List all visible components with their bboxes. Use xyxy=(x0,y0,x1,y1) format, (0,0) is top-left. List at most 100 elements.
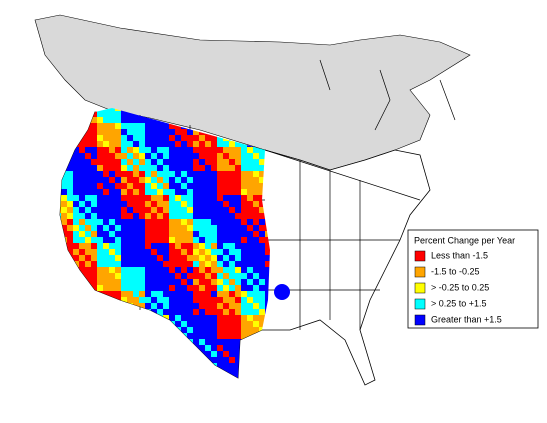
change-cell xyxy=(223,315,229,321)
change-cell xyxy=(259,309,265,315)
change-cell xyxy=(193,189,199,195)
change-cell xyxy=(217,357,223,363)
change-cell xyxy=(205,207,211,213)
change-cell xyxy=(60,108,61,111)
change-cell xyxy=(151,363,157,369)
change-cell xyxy=(139,237,145,243)
change-cell xyxy=(157,261,163,267)
change-cell xyxy=(151,315,157,321)
change-cell xyxy=(79,321,85,327)
change-cell xyxy=(97,363,103,369)
change-cell xyxy=(205,171,211,177)
change-cell xyxy=(259,213,265,219)
change-cell xyxy=(175,147,181,153)
change-cell xyxy=(247,225,253,231)
change-cell xyxy=(187,285,193,291)
change-cell xyxy=(127,123,133,129)
change-cell xyxy=(103,321,109,327)
change-cell xyxy=(73,183,79,189)
change-cell xyxy=(127,375,133,378)
change-cell xyxy=(187,153,193,159)
change-cell xyxy=(253,285,259,291)
change-cell xyxy=(60,111,61,117)
change-cell xyxy=(73,309,79,315)
change-cell xyxy=(175,231,181,237)
change-cell xyxy=(97,303,103,309)
change-cell xyxy=(109,219,115,225)
change-cell xyxy=(121,129,127,135)
change-cell xyxy=(139,135,145,141)
change-cell xyxy=(241,153,247,159)
change-cell xyxy=(145,327,151,333)
change-cell xyxy=(211,183,217,189)
change-cell xyxy=(163,267,169,273)
change-cell xyxy=(187,363,193,369)
change-cell xyxy=(199,147,205,153)
change-cell xyxy=(115,225,121,231)
change-cell xyxy=(115,159,121,165)
change-cell xyxy=(115,327,121,333)
change-cell xyxy=(229,357,235,363)
change-cell xyxy=(253,363,259,369)
change-cell xyxy=(91,357,97,363)
change-cell xyxy=(127,327,133,333)
change-cell xyxy=(61,333,67,339)
change-cell xyxy=(205,315,211,321)
change-cell xyxy=(103,195,109,201)
change-cell xyxy=(265,249,270,255)
change-cell xyxy=(133,141,139,147)
change-cell xyxy=(97,183,103,189)
change-cell xyxy=(217,333,223,339)
change-cell xyxy=(211,177,217,183)
change-cell xyxy=(229,213,235,219)
change-cell xyxy=(73,225,79,231)
change-cell xyxy=(217,309,223,315)
change-cell xyxy=(103,207,109,213)
change-cell xyxy=(97,171,103,177)
change-cell xyxy=(247,333,253,339)
change-cell xyxy=(169,333,175,339)
change-cell xyxy=(175,315,181,321)
change-cell xyxy=(223,327,229,333)
change-cell xyxy=(235,213,241,219)
change-cell xyxy=(235,189,241,195)
change-cell xyxy=(259,273,265,279)
change-cell xyxy=(121,261,127,267)
change-cell xyxy=(169,159,175,165)
change-cell xyxy=(60,159,61,165)
change-cell xyxy=(175,249,181,255)
change-cell xyxy=(169,255,175,261)
change-cell xyxy=(151,309,157,315)
change-cell xyxy=(97,279,103,285)
change-cell xyxy=(205,279,211,285)
change-cell xyxy=(175,297,181,303)
change-cell xyxy=(139,159,145,165)
change-cell xyxy=(103,261,109,267)
change-cell xyxy=(67,249,73,255)
change-cell xyxy=(157,207,163,213)
change-cell xyxy=(97,147,103,153)
change-cell xyxy=(145,177,151,183)
change-cell xyxy=(60,171,61,177)
change-cell xyxy=(151,285,157,291)
change-cell xyxy=(169,363,175,369)
change-cell xyxy=(163,189,169,195)
change-cell xyxy=(241,309,247,315)
change-cell xyxy=(61,261,67,267)
change-cell xyxy=(60,267,61,273)
change-cell xyxy=(163,207,169,213)
change-cell xyxy=(211,243,217,249)
change-cell xyxy=(217,189,223,195)
change-cell xyxy=(103,363,109,369)
change-cell xyxy=(79,207,85,213)
change-cell xyxy=(109,279,115,285)
change-cell xyxy=(73,213,79,219)
change-cell xyxy=(79,363,85,369)
change-cell xyxy=(79,279,85,285)
change-cell xyxy=(61,327,67,333)
change-cell xyxy=(145,141,151,147)
change-cell xyxy=(79,117,85,123)
change-cell xyxy=(235,225,241,231)
change-cell xyxy=(181,231,187,237)
change-cell xyxy=(121,195,127,201)
